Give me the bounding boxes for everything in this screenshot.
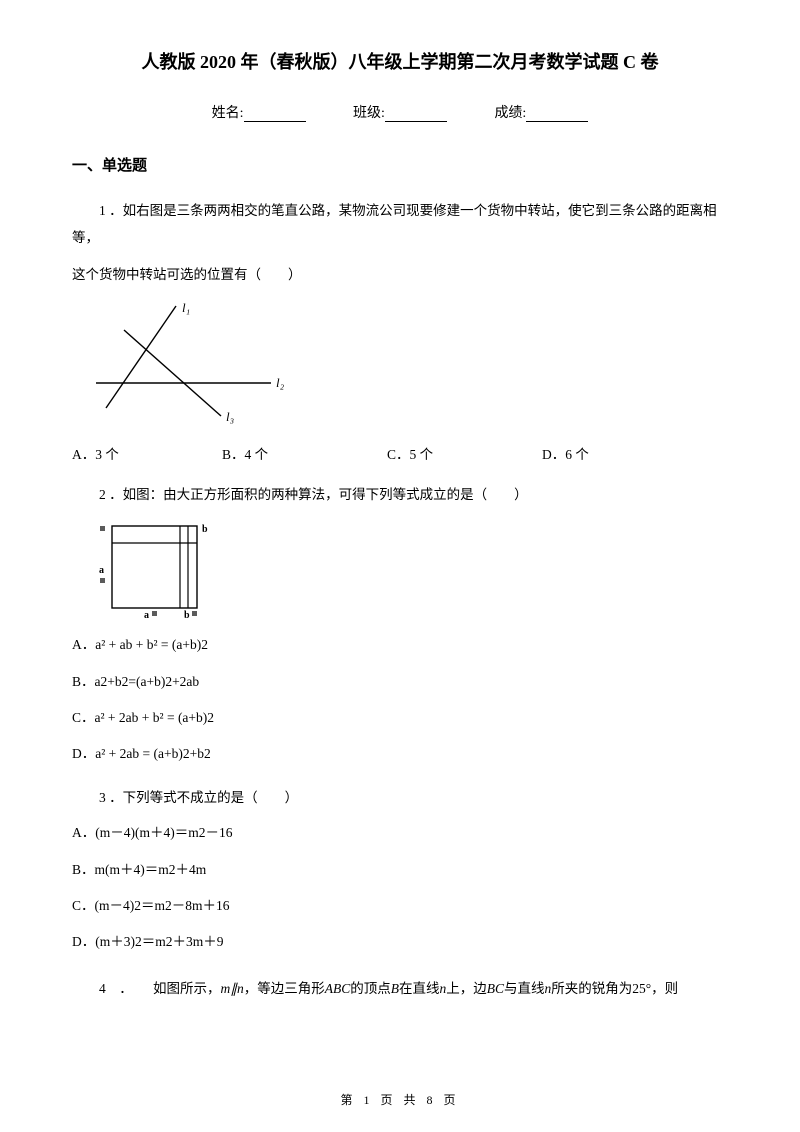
q3-opt-a: A．(m－4)(m＋4)＝m2－16 xyxy=(72,821,728,845)
q3-opt-b: B．m(m＋4)＝m2＋4m xyxy=(72,858,728,882)
q2-opt-b: B．a2+b2=(a+b)2+2ab xyxy=(72,670,728,694)
page-footer: 第 1 页 共 8 页 xyxy=(0,1091,800,1108)
q3-opt-c: C．(m－4)2＝m2－8m＋16 xyxy=(72,894,728,918)
q2-a-left: a xyxy=(99,565,104,576)
class-label: 班级: xyxy=(353,106,385,121)
q3-stem: 3 ．下列等式不成立的是（ ） xyxy=(72,784,728,811)
q4-stem: 4 ． 如图所示，m∥n，等边三角形ABC的顶点B在直线n上，边BC与直线n所夹… xyxy=(72,975,728,1002)
section-heading: 一、单选题 xyxy=(72,154,728,175)
score-blank xyxy=(526,108,588,122)
q2-a-bot: a xyxy=(144,610,149,621)
page-title: 人教版 2020 年（春秋版）八年级上学期第二次月考数学试题 C 卷 xyxy=(72,48,728,74)
name-blank xyxy=(244,108,306,122)
name-label: 姓名: xyxy=(212,106,244,121)
l1-label: l₁ xyxy=(182,300,190,315)
q1-opt-b: B．4 个 xyxy=(222,443,387,467)
q2-opt-d: D．a² + 2ab = (a+b)2+b2 xyxy=(72,742,728,766)
q3-opt-d: D．(m＋3)2＝m2＋3m＋9 xyxy=(72,930,728,954)
q2-stem: 2 ．如图：由大正方形面积的两种算法，可得下列等式成立的是（ ） xyxy=(72,481,728,508)
l3-label: l₃ xyxy=(226,409,234,424)
q2-opt-a: A．a² + ab + b² = (a+b)2 xyxy=(72,633,728,657)
q1-options: A．3 个 B．4 个 C．5 个 D．6 个 xyxy=(72,443,728,467)
q1-opt-c: C．5 个 xyxy=(387,443,542,467)
q2-b-bot: b xyxy=(184,610,190,621)
score-label: 成绩: xyxy=(494,106,526,121)
student-info: 姓名: 班级: 成绩: xyxy=(72,102,728,122)
q2-figure: a a b b xyxy=(92,518,728,623)
l2-label: l₂ xyxy=(276,375,285,390)
q1-opt-d: D．6 个 xyxy=(542,443,589,467)
q1-figure: l₁ l₂ l₃ xyxy=(76,298,728,433)
q1-stem-line1: 1 ．如右图是三条两两相交的笔直公路，某物流公司现要修建一个货物中转站，使它到三… xyxy=(72,197,728,251)
q1-opt-a: A．3 个 xyxy=(72,443,222,467)
q2-opt-c: C．a² + 2ab + b² = (a+b)2 xyxy=(72,706,728,730)
class-blank xyxy=(385,108,447,122)
q2-b-top: b xyxy=(202,524,208,535)
q1-stem-line2: 这个货物中转站可选的位置有（ ） xyxy=(72,261,728,288)
